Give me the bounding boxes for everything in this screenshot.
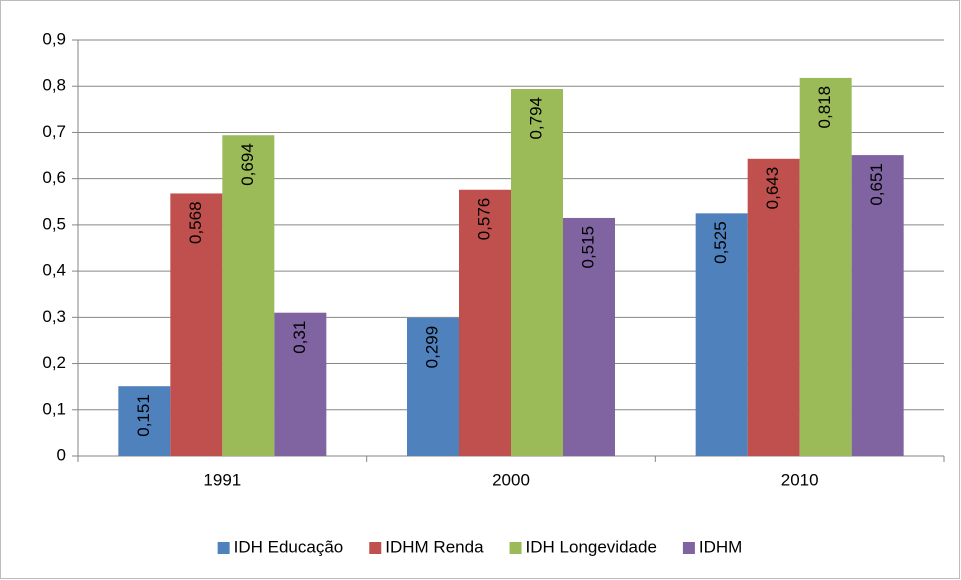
y-tick-label: 0,9	[42, 29, 66, 48]
value-label: 0,515	[578, 226, 597, 269]
legend-swatch	[217, 542, 230, 554]
legend-swatch	[369, 542, 382, 554]
bar	[563, 217, 615, 456]
bar	[118, 386, 171, 456]
value-label: 0,31	[290, 321, 309, 354]
x-tick-label: 2010	[781, 470, 819, 489]
legend-label: IDHM Renda	[385, 537, 484, 556]
legend-label: IDH Educação	[234, 537, 344, 556]
value-label: 0,694	[238, 143, 257, 186]
value-label: 0,818	[815, 86, 834, 129]
y-tick-label: 0,4	[42, 261, 66, 280]
value-label: 0,643	[763, 167, 782, 210]
legend-swatch	[509, 542, 522, 554]
value-label: 0,525	[711, 221, 730, 264]
legend-label: IDH Longevidade	[526, 537, 657, 556]
bar	[170, 193, 223, 457]
y-tick-label: 0,5	[42, 214, 66, 233]
y-tick-label: 0,3	[42, 307, 66, 326]
value-label: 0,299	[422, 326, 441, 369]
bar	[799, 77, 852, 456]
y-tick-label: 0,6	[42, 168, 66, 187]
legend-label: IDHM	[699, 537, 742, 556]
value-label: 0,151	[134, 394, 153, 437]
bar	[695, 213, 748, 456]
value-label: 0,576	[474, 198, 493, 241]
bar	[511, 88, 563, 457]
bar	[747, 158, 800, 456]
y-tick-label: 0,8	[42, 76, 66, 95]
bar	[407, 317, 459, 456]
bar	[222, 135, 275, 456]
bar	[459, 189, 511, 456]
bar	[274, 312, 327, 456]
y-tick-label: 0,1	[42, 399, 66, 418]
y-tick-label: 0	[57, 445, 66, 464]
value-label: 0,794	[526, 97, 545, 140]
legend-swatch	[682, 542, 695, 554]
x-tick-label: 2000	[492, 470, 530, 489]
x-tick-label: 1991	[203, 470, 241, 489]
value-label: 0,568	[186, 201, 205, 244]
y-tick-label: 0,7	[42, 122, 66, 141]
bar	[851, 155, 904, 457]
y-tick-label: 0,2	[42, 353, 66, 372]
value-label: 0,651	[867, 163, 886, 206]
